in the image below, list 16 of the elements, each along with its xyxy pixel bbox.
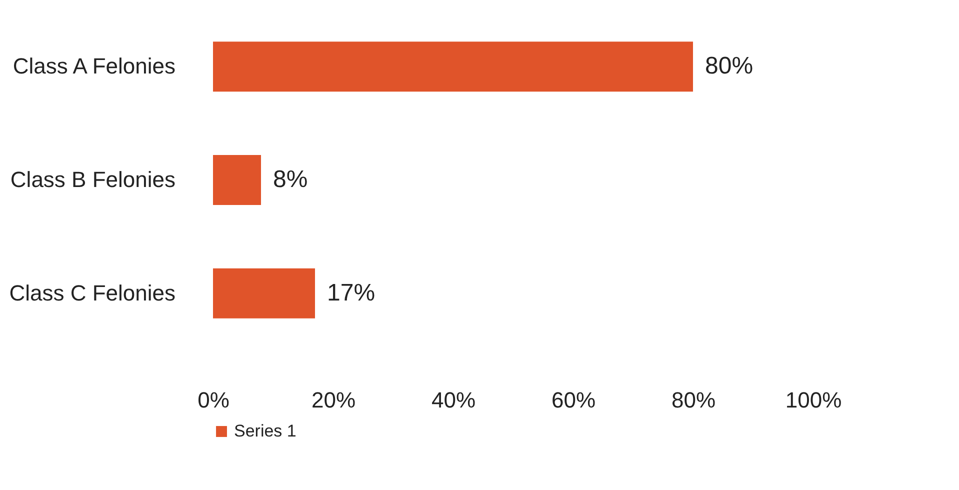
data-label: 80% xyxy=(705,52,754,80)
x-tick-label: 0% xyxy=(198,388,230,412)
x-tick-label: 100% xyxy=(785,388,842,412)
y-tick-label: Class C Felonies xyxy=(9,280,176,306)
x-tick-label: 40% xyxy=(431,388,476,412)
x-tick-label: 60% xyxy=(551,388,596,412)
y-tick-label: Class A Felonies xyxy=(12,54,176,79)
x-tick-label: 20% xyxy=(311,388,356,412)
x-tick-label: 80% xyxy=(671,388,716,412)
bar xyxy=(213,268,315,318)
bar xyxy=(213,42,693,92)
data-label: 17% xyxy=(327,279,376,306)
bar xyxy=(213,155,261,205)
legend-label: Series 1 xyxy=(234,422,296,440)
y-tick-label: Class B Felonies xyxy=(10,167,176,192)
data-label: 8% xyxy=(273,166,308,193)
